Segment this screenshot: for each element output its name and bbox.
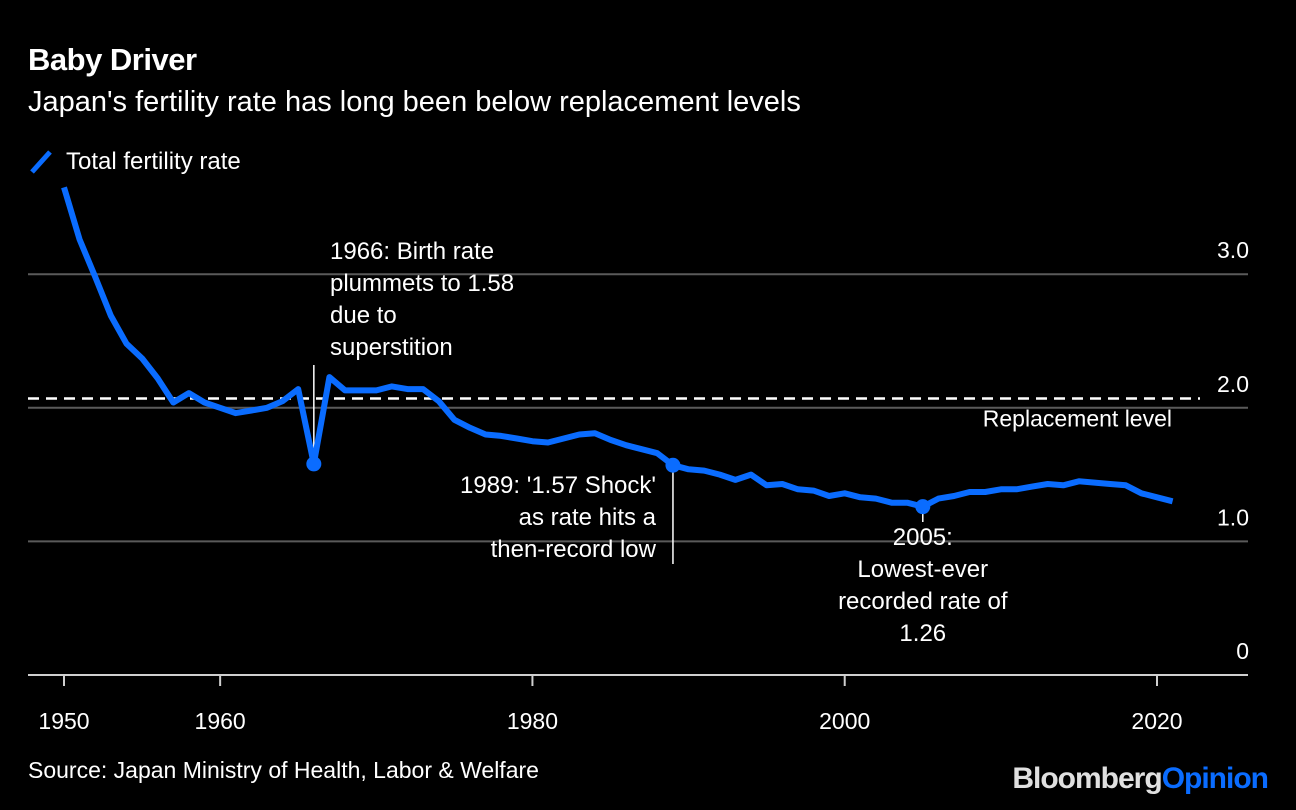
annotation-text-1989: then-record low	[491, 536, 657, 563]
brand-opinion: Opinion	[1161, 762, 1269, 795]
annotation-text-1966: plummets to 1.58	[330, 270, 514, 297]
y-tick-label: 0	[1236, 638, 1249, 664]
x-tick-label: 2020	[1131, 708, 1182, 734]
annotation-text-2005: recorded rate of	[838, 588, 1008, 615]
annotation-text-1989: as rate hits a	[519, 504, 657, 531]
annotation-text-2005: Lowest-ever	[857, 556, 988, 583]
annotation-dot-2005	[915, 499, 931, 515]
legend: Total fertility rate	[28, 148, 241, 176]
annotation-text-1966: 1966: Birth rate	[330, 238, 494, 265]
x-tick-label: 1950	[38, 708, 89, 734]
y-tick-label: 3.0	[1217, 237, 1249, 263]
annotation-text-1989: 1989: '1.57 Shock'	[460, 472, 656, 499]
replacement-level-label: Replacement level	[983, 405, 1172, 431]
legend-line-icon	[30, 150, 52, 174]
y-tick-label: 2.0	[1217, 371, 1249, 397]
brand-bloomberg: Bloomberg	[1012, 762, 1162, 795]
annotation-dot-1966	[306, 456, 322, 472]
annotation-text-2005: 2005:	[893, 524, 953, 551]
x-tick-label: 1980	[507, 708, 558, 734]
x-tick-label: 2000	[819, 708, 870, 734]
chart-title: Baby Driver	[28, 42, 197, 77]
fertility-rate-line	[61, 186, 1174, 510]
legend-label: Total fertility rate	[66, 148, 241, 175]
chart-subtitle: Japan's fertility rate has long been bel…	[28, 86, 801, 118]
x-tick-label: 1960	[195, 708, 246, 734]
bloomberg-opinion-logo: BloombergOpinion	[1012, 762, 1269, 796]
annotation-dot-1989	[665, 457, 681, 473]
y-tick-label: 1.0	[1217, 504, 1249, 530]
annotation-text-1966: due to	[330, 302, 397, 329]
annotation-text-2005: 1.26	[899, 620, 946, 647]
source-note: Source: Japan Ministry of Health, Labor …	[28, 757, 539, 783]
annotation-text-1966: superstition	[330, 334, 453, 361]
